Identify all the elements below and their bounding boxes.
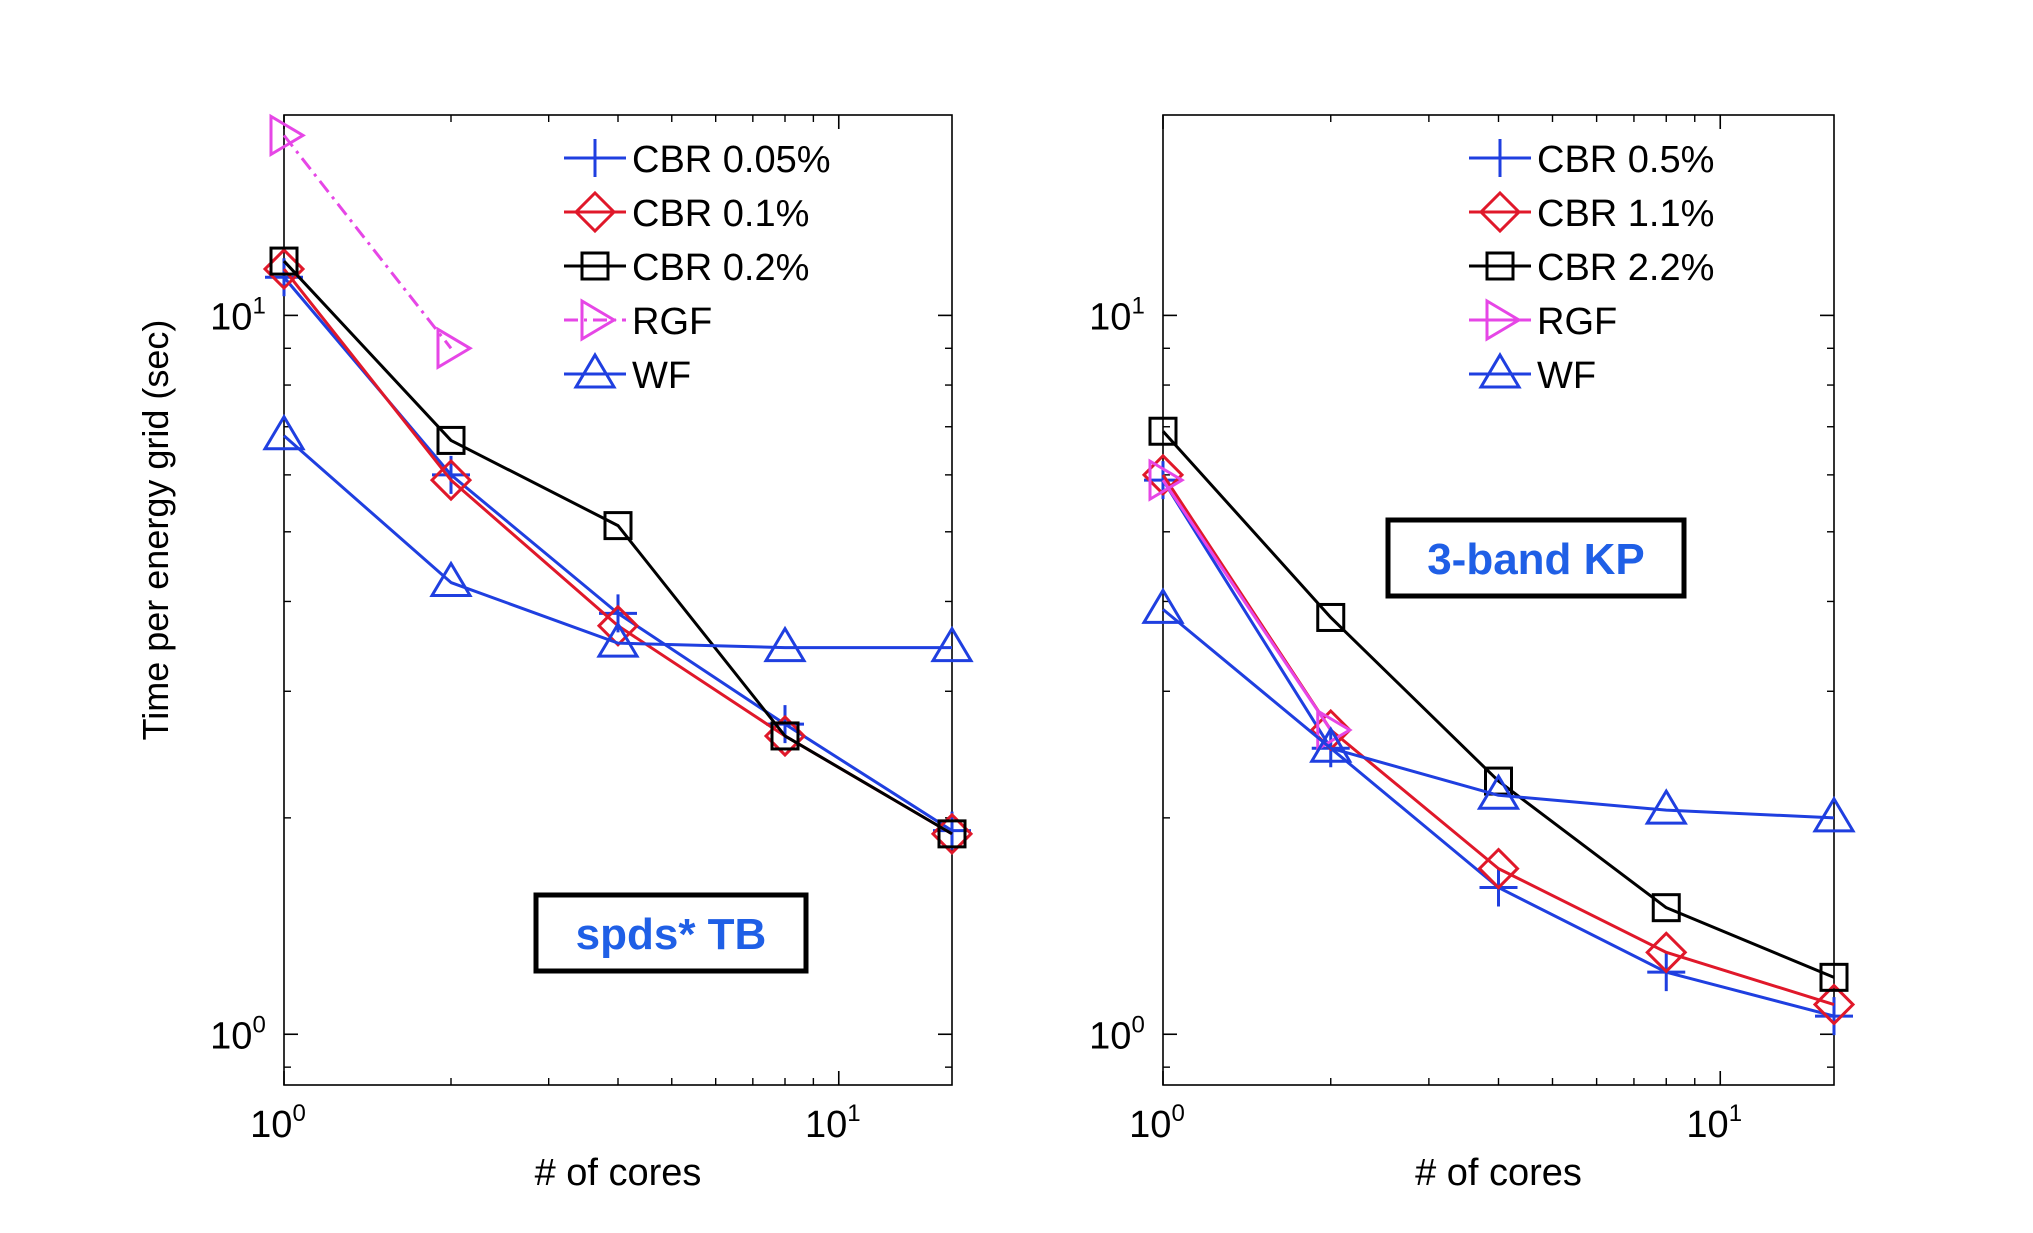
y-tick-label: 100 [1089,1011,1145,1057]
legend-label: CBR 1.1% [1537,193,1714,235]
x-axis-label: # of cores [535,1152,702,1194]
annotation-spds-tb: spds* TB [533,892,809,974]
x-tick-label: 101 [1686,1100,1742,1146]
series-line [283,434,952,650]
annotation-box [1385,517,1687,599]
data-point-diamond [596,604,640,647]
legend-marker-square [580,251,610,281]
y-tick-label: 101 [1089,292,1145,338]
series-line [1162,608,1835,820]
annotation-box [533,892,809,974]
legend-marker-triangle-up [1478,352,1522,389]
series-cbr-0-2 [269,246,967,849]
legend-label: RGF [632,301,712,343]
series-rgf [269,113,473,370]
series-line [282,260,953,836]
series-line [1161,479,1332,731]
legend-entry-rgf: RGF [1469,298,1617,343]
legend: CBR 0.5% CBR 1.1% CBR 2.2% RGF WF [1469,139,1714,397]
legend-entry-cbr-0-1: CBR 0.1% [564,190,809,235]
legend-marker-plus [1481,139,1519,177]
legend-label: WF [1537,355,1596,397]
data-point-triangle-up [1644,788,1688,825]
y-axis-label: Time per energy grid (sec) [135,320,176,741]
legend-entry-wf: WF [564,352,691,397]
legend-label: CBR 0.1% [632,193,809,235]
annotation-label: 3-band KP [1427,535,1645,584]
legend-label: CBR 0.5% [1537,139,1714,181]
annotation-label: spds* TB [576,910,767,959]
data-point-square [436,425,466,455]
legend: CBR 0.05% CBR 0.1% CBR 0.2% RGF WF [564,139,831,397]
data-point-triangle-up [763,625,807,663]
legend-marker-square [1485,251,1515,281]
x-tick-label: 100 [1129,1100,1185,1146]
series-rgf [1148,458,1353,752]
legend-marker-diamond [573,190,617,234]
legend-entry-cbr-0-5: CBR 0.5% [1469,139,1714,181]
data-point-diamond [429,458,473,502]
data-point-triangle-up [262,413,306,451]
x-tick-label: 101 [805,1100,861,1146]
data-point-square [269,246,299,276]
legend-entry-cbr-2-2: CBR 2.2% [1469,247,1714,289]
legend-marker-triangle-right [1485,298,1522,342]
minor-ticks [1163,115,1834,1085]
legend-entry-rgf: RGF [564,298,712,343]
legend-label: CBR 0.2% [632,247,809,289]
legend-label: CBR 2.2% [1537,247,1714,289]
data-point-diamond [1477,847,1520,890]
data-point-square [1819,962,1849,992]
y-tick-label: 101 [210,292,266,338]
legend-marker-diamond [1478,190,1522,234]
data-point-triangle-up [429,560,473,598]
data-point-diamond [1645,931,1688,974]
annotation-3-band-kp: 3-band KP [1385,517,1687,599]
legend-marker-plus [576,139,614,177]
data-point-triangle-up [930,625,974,663]
data-point-square [770,721,800,751]
data-point-square [1651,893,1681,923]
data-point-square [1148,416,1178,446]
legend-entry-cbr-0-2: CBR 0.2% [564,247,809,289]
data-point-triangle-up [596,621,640,658]
series-line [1161,430,1835,979]
data-point-triangle-right [269,113,306,158]
series-wf [262,413,974,663]
data-point-square [1316,602,1346,632]
series-wf [1141,587,1856,833]
x-axis-label: # of cores [1415,1152,1582,1194]
data-point-triangle-right [1316,708,1353,752]
minor-ticks [284,115,952,1085]
legend-label: RGF [1537,301,1617,343]
data-point-triangle-up [1141,587,1185,624]
legend-entry-wf: WF [1469,352,1596,397]
legend-label: CBR 0.05% [632,139,831,181]
legend-label: WF [632,355,691,397]
y-tick-label: 100 [210,1011,266,1057]
series-line [282,134,453,350]
data-point-diamond [1812,983,1856,1026]
data-point-square [603,511,633,541]
data-point-square [937,819,967,849]
data-point-triangle-up [1309,726,1353,763]
axes-frame [1162,114,1835,1086]
legend-marker-triangle-right [580,298,617,342]
data-point-triangle-up [1476,773,1521,810]
x-tick-label: 100 [250,1100,306,1146]
data-point-triangle-right [1148,458,1185,502]
data-point-triangle-right [436,326,473,370]
legend-marker-triangle-up [573,352,617,389]
legend-entry-cbr-1-1: CBR 1.1% [1469,190,1714,235]
legend-entry-cbr-0-05: CBR 0.05% [564,139,831,181]
data-point-triangle-up [1812,795,1856,833]
